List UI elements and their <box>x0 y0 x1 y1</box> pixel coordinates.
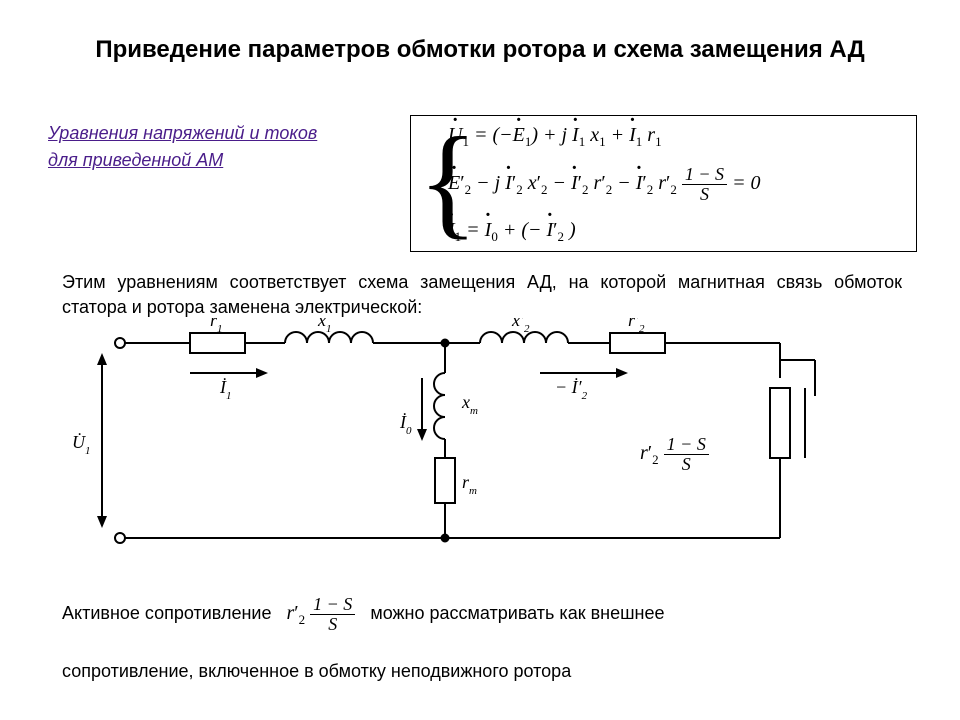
subtitle-line2: для приведенной АМ <box>48 150 223 170</box>
label-xm: xm <box>461 392 478 417</box>
label-mI2p: − İ′2 <box>555 377 588 402</box>
label-I1: İ1 <box>219 377 232 402</box>
eq2-frac-den: S <box>682 185 727 204</box>
para2-frac-num: 1 − S <box>310 595 355 615</box>
slip-num: 1 − S <box>664 435 709 455</box>
para2-c: сопротивление, включенное в обмотку непо… <box>62 661 571 681</box>
equations-caption: Уравнения напряжений и токов для приведе… <box>48 120 317 174</box>
para2-a: Активное сопротивление <box>62 603 271 623</box>
equation-3: I1 = I0 + (− I′2 ) <box>448 219 576 245</box>
para2-b: можно рассматривать как внешнее <box>370 603 664 623</box>
subtitle-line1: Уравнения напряжений и токов <box>48 123 317 143</box>
equation-1: U1 = (−E1) + j I1 x1 + I1 r1 <box>448 124 662 150</box>
slip-den: S <box>664 455 709 474</box>
equation-2: E′2 − j I′2 x′2 − I′2 r′2 − I′2 r′2 1 − … <box>448 165 761 204</box>
label-rm: rm <box>462 472 477 497</box>
paragraph-2: Активное сопротивление r′2 1 − SS можно … <box>62 595 912 684</box>
para2-frac-den: S <box>310 615 355 634</box>
eq2-post: = 0 <box>732 172 761 194</box>
label-U1: U̇1 <box>72 431 91 457</box>
eq2-frac-num: 1 − S <box>682 165 727 185</box>
label-r2p-slip: r′2 1 − SS <box>640 435 709 474</box>
circuit-diagram: r1 x1 x′2 r′2 xm rm İ1 İ0 − İ′2 U̇1 <box>60 318 830 573</box>
paragraph-1: Этим уравнениям соответствует схема заме… <box>62 270 902 320</box>
label-I0: İ0 <box>399 412 412 437</box>
page-title: Приведение параметров обмотки ротора и с… <box>0 35 960 65</box>
